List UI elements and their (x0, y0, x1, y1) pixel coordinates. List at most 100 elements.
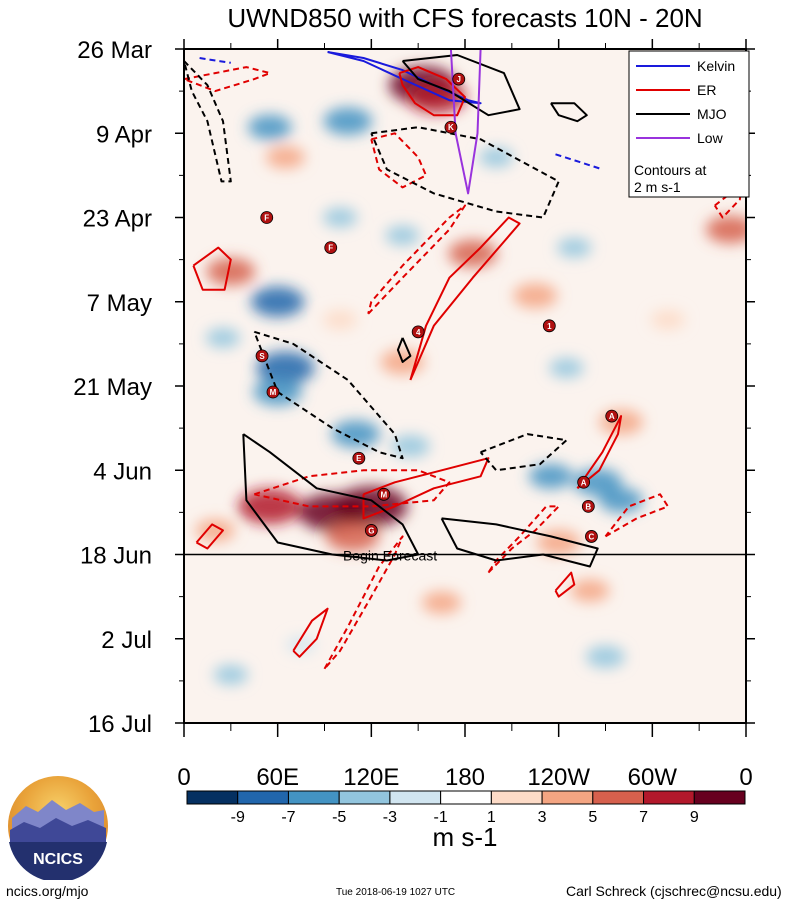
storm-icon (452, 72, 466, 86)
y-tick-label: 23 Apr (83, 206, 152, 233)
legend-label-er: ER (697, 82, 716, 98)
legend-box (628, 50, 750, 198)
x-tick-label: 60E (256, 764, 299, 791)
anomaly-blob (513, 283, 558, 309)
legend-note-line1: Contours at (634, 162, 706, 178)
anomaly-blob (479, 147, 514, 168)
storm-label: F (328, 244, 333, 253)
storm-label: M (380, 490, 387, 499)
x-axis: 0 60E 120E 180 120W 60W 0 (177, 39, 753, 791)
storm-label: E (356, 454, 362, 463)
colorbar-swatch (693, 790, 746, 805)
storm-icon (444, 120, 458, 134)
colorbar-label: -5 (332, 809, 346, 826)
contour-low (449, 49, 482, 195)
x-tick-label: 0 (177, 764, 190, 791)
anomaly-blob (322, 207, 358, 228)
colorbar-units: m s-1 (433, 822, 498, 852)
logo-text: NCICS (33, 851, 83, 868)
x-tick-label: 180 (445, 764, 485, 791)
anomaly-blob (265, 146, 306, 169)
anomaly-blob (195, 519, 235, 542)
storm-marker: A (605, 409, 619, 423)
storm-marker: M (377, 487, 391, 501)
anomaly-blob (247, 114, 292, 140)
storm-icon (542, 319, 556, 333)
colorbar-label: 3 (538, 809, 547, 826)
storm-marker: M (266, 385, 280, 399)
contour-er (713, 180, 744, 219)
contour-er (323, 535, 404, 670)
contour-er (362, 457, 490, 520)
footer-author: Carl Schreck (cjschrec@ncsu.edu) (566, 883, 782, 899)
storm-icon (260, 211, 274, 224)
storm-label: G (368, 526, 374, 535)
y-axis: 26 Mar 9 Apr 23 Apr 7 May 21 May 4 Jun 18 Jun 2… (73, 37, 755, 738)
logo-mountains-front (10, 818, 106, 846)
anomaly-blob (599, 409, 644, 435)
chart-title: UWND850 with CFS forecasts 10N - 20N (227, 3, 702, 33)
anomaly-blob (385, 225, 420, 246)
contour-mjo (184, 60, 232, 183)
anomaly-blob (331, 420, 381, 448)
storm-label: A (609, 412, 615, 421)
y-tick-label: 4 Jun (93, 458, 152, 485)
contour-er (367, 204, 466, 315)
contour-mjo (479, 433, 568, 472)
storm-icon (411, 325, 425, 339)
anomaly-blob (205, 327, 241, 348)
storm-marker: B (581, 499, 595, 513)
anomaly-blob (599, 487, 644, 513)
storm-icon (364, 524, 378, 537)
legend-label-kelvin: Kelvin (697, 58, 735, 74)
footer-url[interactable]: ncics.org/mjo (6, 883, 89, 899)
legend-label-low: Low (697, 130, 724, 146)
storm-icon (605, 409, 619, 423)
colorbar: -9 -7 -5 -3 -1 1 3 5 7 9 (186, 790, 746, 826)
contour-mjo (440, 517, 599, 568)
storm-icon (585, 530, 598, 543)
legend-label-mjo: MJO (697, 106, 727, 122)
anomaly-blob (390, 434, 430, 458)
anomaly-blob (705, 215, 746, 244)
anomaly-blob (570, 579, 610, 602)
contour-er (398, 66, 466, 117)
x-tick-label: 0 (739, 764, 752, 791)
y-tick-label: 21 May (73, 374, 152, 401)
contour-er (370, 132, 427, 189)
storm-marker: 4 (411, 325, 425, 339)
colorbar-label: 1 (487, 809, 496, 826)
legend-note-line2: 2 m s-1 (634, 179, 681, 195)
colorbar-swatch (490, 790, 543, 805)
contour-er (604, 493, 669, 538)
storm-label: C (589, 532, 595, 541)
storm-label: 4 (416, 328, 421, 337)
storm-icon (266, 385, 280, 399)
colorbar-swatch (440, 790, 492, 805)
storm-label: A (581, 478, 587, 487)
y-tick-label: 2 Jul (101, 627, 152, 654)
hovmoller-chart: UWND850 with CFS forecasts 10N - 20N J K F… (8, 3, 755, 883)
colorbar-swatch (592, 790, 645, 805)
storm-marker: F (260, 211, 274, 224)
anomaly-blob (549, 358, 584, 378)
storm-marker: S (255, 349, 269, 363)
anomaly-blob (650, 309, 686, 330)
wave-contours (184, 49, 744, 670)
storm-label: B (585, 502, 591, 511)
storm-icon (352, 451, 366, 465)
anomaly-blob (557, 237, 592, 258)
x-tick-label: 60W (628, 764, 678, 791)
storm-markers: J K F F 4 1 S M A E M A B G C (255, 72, 619, 543)
contour-er (487, 505, 560, 574)
ncics-logo: NCICS (8, 776, 108, 883)
legend: Kelvin ER MJO Low Contours at 2 m s-1 (628, 50, 750, 198)
footer-timestamp: Tue 2018-06-19 1027 UTC (336, 887, 456, 898)
colorbar-label: -9 (231, 809, 245, 826)
anomaly-blob (238, 488, 302, 525)
storm-icon (377, 487, 391, 501)
y-tick-label: 7 May (87, 290, 152, 317)
storm-label: J (457, 75, 461, 84)
anomaly-blob (206, 257, 256, 286)
